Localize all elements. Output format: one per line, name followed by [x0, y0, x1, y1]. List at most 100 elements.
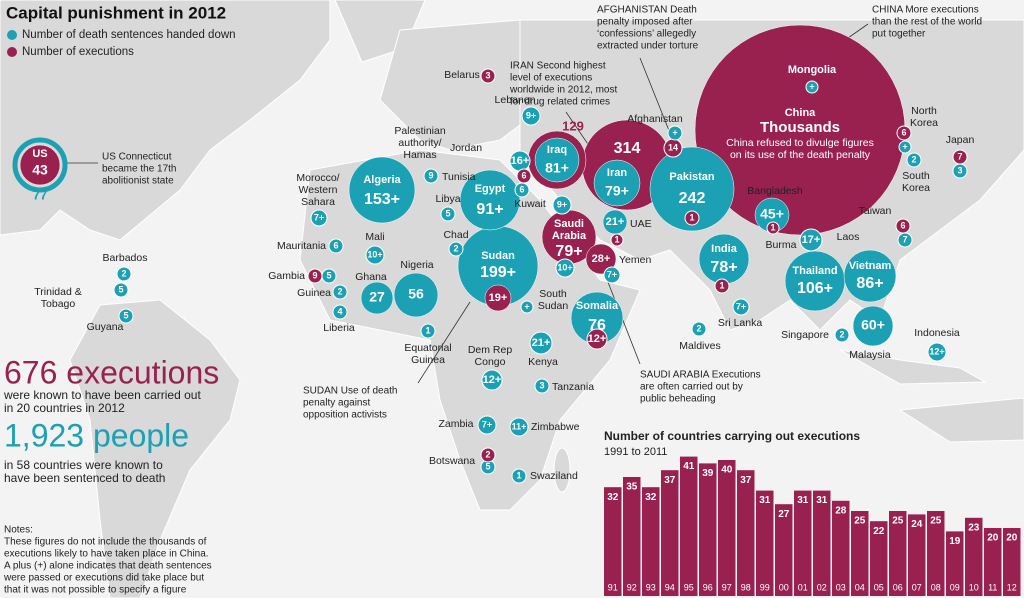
bubble-value: 7+ — [482, 419, 492, 429]
bubble — [328, 238, 344, 254]
bar-value-label: 24 — [911, 519, 923, 530]
place-name: Somalia — [576, 300, 619, 312]
chart-subtitle: 1991 to 2011 — [604, 446, 667, 458]
stats-text: were known to have been carried out — [3, 388, 201, 402]
place-name: Iran — [607, 167, 627, 179]
place-name: Tanzania — [552, 381, 594, 393]
stats-text: in 58 countries were known to — [4, 458, 163, 472]
notes-title: Notes: — [4, 525, 33, 536]
bubble — [19, 144, 61, 186]
bubble — [610, 233, 624, 247]
place-name: Lebanon — [495, 94, 536, 106]
bubble-value: 1 — [770, 222, 775, 232]
place-name: Vietnam — [849, 260, 892, 272]
bubble-value: 81+ — [545, 160, 569, 176]
bubble-value: 76 — [588, 317, 606, 334]
bar — [813, 490, 831, 596]
place-name: Mali — [365, 231, 384, 243]
north-america — [0, 0, 331, 241]
bubble-value: 60+ — [861, 317, 885, 333]
bubble — [440, 206, 456, 222]
annotation: US Connecticut — [102, 152, 172, 163]
bar — [775, 504, 793, 596]
place-name: Guinea — [297, 287, 331, 299]
place-name: Jordan — [450, 142, 482, 154]
place-name: Botswana — [429, 455, 475, 467]
place-name: Chad — [443, 229, 468, 241]
bubble — [714, 278, 730, 294]
bar — [1003, 528, 1021, 596]
bubble-value: 129 — [562, 118, 584, 133]
bubble-value: 12+ — [929, 346, 944, 356]
place-name: Iraq — [547, 144, 567, 156]
bubble — [423, 168, 439, 184]
place-name: Korea — [902, 182, 930, 194]
bar — [927, 511, 945, 596]
annotation: IRAN Second highest — [510, 61, 606, 72]
bubble — [555, 258, 575, 278]
bubble — [365, 245, 385, 265]
bubble — [593, 159, 641, 207]
bar-value-label: 19 — [949, 536, 961, 547]
bubble-value: 6 — [333, 240, 338, 250]
bubble-value: 1 — [689, 212, 694, 222]
bubble — [360, 281, 394, 315]
bubble-value: + — [902, 141, 907, 151]
bubble — [927, 342, 947, 362]
bubble — [116, 266, 132, 282]
bar — [889, 511, 907, 596]
bubble — [843, 249, 897, 303]
bar-category-label: 10 — [969, 582, 979, 592]
bubble-value: 5 — [123, 310, 128, 320]
bar-category-label: 98 — [741, 582, 751, 592]
bubble-value: 3 — [957, 165, 962, 175]
legend-swatch — [7, 30, 17, 40]
bubble-value: 78+ — [710, 259, 737, 276]
bubble-value: 153+ — [364, 191, 400, 208]
bubble-value: + — [809, 81, 814, 91]
legend-label: Number of executions — [22, 46, 134, 58]
bar — [756, 490, 774, 596]
annotation: for drug related crimes — [510, 97, 610, 108]
place-name: Arabia — [552, 230, 587, 242]
bar-category-label: 02 — [817, 582, 827, 592]
bubble — [896, 125, 912, 141]
annotation: penalty imposed after — [597, 17, 693, 28]
place-name: Taiwan — [859, 205, 892, 217]
place-name: Western — [299, 184, 338, 196]
bar-category-label: 08 — [931, 582, 941, 592]
bubble-value: 6 — [900, 220, 905, 230]
bubble-value: 16+ — [511, 155, 530, 167]
place-name: Belarus — [444, 69, 480, 81]
place-name: Saudi — [554, 218, 584, 230]
bubble — [348, 156, 416, 224]
bar-category-label: 05 — [874, 582, 884, 592]
place-name: Congo — [475, 356, 506, 368]
bubble — [603, 266, 621, 284]
bubble-value: 10+ — [557, 262, 572, 272]
bubble-value: 9+ — [526, 110, 536, 120]
bubble — [113, 282, 129, 298]
bubble — [898, 140, 912, 154]
bubble — [906, 152, 922, 168]
bar — [946, 531, 964, 596]
bubble-value: 86+ — [856, 275, 883, 292]
place-name: Pakistan — [669, 171, 715, 183]
bubble-value: 91+ — [476, 201, 503, 218]
place-name: Singapore — [781, 329, 829, 341]
legend-swatch — [7, 47, 17, 57]
bubble-value: 28+ — [592, 253, 611, 265]
bubble — [420, 323, 436, 339]
bubble — [477, 415, 497, 435]
bubble-value: 2 — [121, 268, 126, 278]
bubble-value: 77 — [33, 187, 47, 202]
bar-value-label: 35 — [626, 482, 638, 493]
bubble-value: 27 — [369, 289, 385, 305]
bubble-value: 1 — [425, 325, 430, 335]
place-name: Zimbabwe — [531, 421, 580, 433]
bar-value-label: 28 — [835, 505, 847, 516]
bubble — [691, 321, 707, 337]
annotation: opposition activists — [303, 410, 387, 421]
bar-value-label: 37 — [664, 475, 676, 486]
bar — [718, 460, 736, 596]
